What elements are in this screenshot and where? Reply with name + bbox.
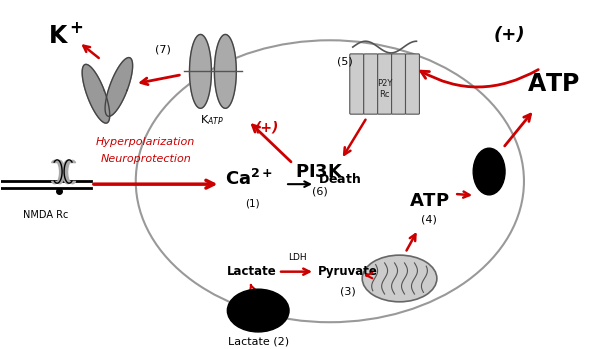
Ellipse shape — [362, 255, 437, 302]
Text: (4): (4) — [421, 214, 437, 224]
Text: Neuroprotection: Neuroprotection — [100, 154, 191, 164]
Text: Lactate (2): Lactate (2) — [227, 337, 289, 347]
Text: Lactate: Lactate — [227, 265, 277, 278]
Text: Pyruvate: Pyruvate — [318, 265, 378, 278]
Text: $\mathbf{Death}$: $\mathbf{Death}$ — [318, 172, 361, 186]
FancyBboxPatch shape — [364, 54, 377, 114]
Text: $\mathbf{ATP}$: $\mathbf{ATP}$ — [527, 72, 580, 96]
Text: NMDA Rc: NMDA Rc — [23, 210, 69, 221]
Text: $\mathbf{Ca^{2+}}$: $\mathbf{Ca^{2+}}$ — [226, 169, 274, 190]
Polygon shape — [82, 64, 110, 123]
Text: Hyperpolarization: Hyperpolarization — [96, 138, 196, 147]
Text: (7): (7) — [155, 45, 170, 55]
FancyBboxPatch shape — [350, 54, 364, 114]
Ellipse shape — [227, 289, 289, 332]
Polygon shape — [105, 58, 133, 116]
Text: (+): (+) — [493, 27, 525, 44]
Text: $\mathbf{ATP}$: $\mathbf{ATP}$ — [409, 192, 449, 210]
Text: (5): (5) — [337, 57, 353, 67]
FancyBboxPatch shape — [377, 54, 392, 114]
Text: LDH: LDH — [288, 253, 307, 262]
Ellipse shape — [473, 148, 505, 195]
FancyBboxPatch shape — [406, 54, 419, 114]
Text: (+): (+) — [255, 121, 280, 135]
Text: $\mathbf{PI3K}$: $\mathbf{PI3K}$ — [295, 163, 344, 180]
FancyBboxPatch shape — [392, 54, 406, 114]
Text: K$_{ATP}$: K$_{ATP}$ — [200, 113, 224, 127]
Polygon shape — [214, 35, 236, 108]
Polygon shape — [190, 35, 211, 108]
Text: (6): (6) — [312, 187, 328, 197]
Text: $\mathbf{K^+}$: $\mathbf{K^+}$ — [48, 23, 84, 48]
Text: (3): (3) — [340, 286, 356, 296]
Text: P2Y
Rc: P2Y Rc — [377, 79, 392, 98]
Text: (1): (1) — [245, 199, 260, 209]
